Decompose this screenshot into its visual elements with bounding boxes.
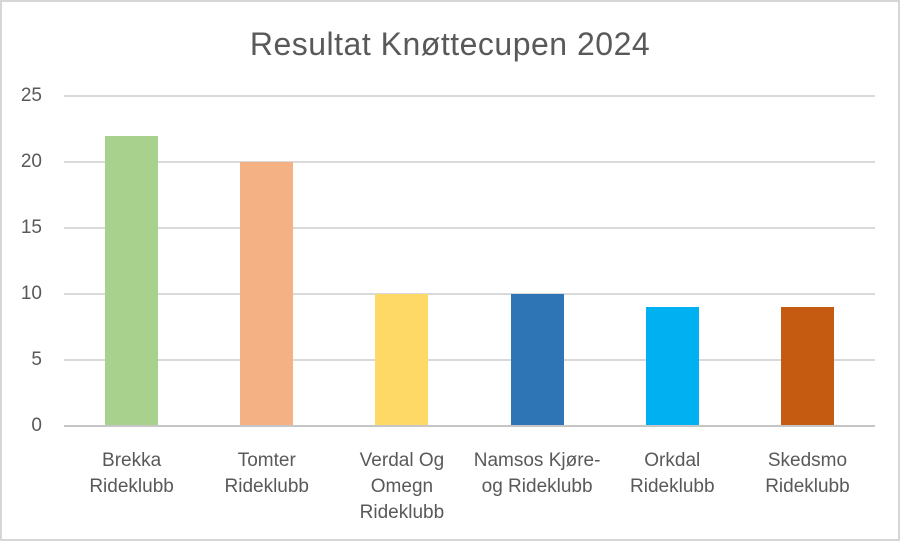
y-axis-label-5: 5 [31,349,42,370]
x-axis-label-line: og Rideklubb [481,476,593,497]
bar-slot-orkdal-rideklubb [605,96,740,426]
gridline-y-15 [64,227,875,229]
x-axis-label-tomter-rideklubb: Tomter Rideklubb [199,448,334,526]
y-axis: 0 5 10 15 20 25 [2,85,42,436]
x-axis-label-line: Rideklubb [89,476,174,497]
x-axis-label-line: Omegn [370,476,434,497]
x-axis-label-line: Tomter [237,450,296,471]
gridline-y-25 [64,95,875,97]
y-axis-label-20: 20 [20,151,42,172]
x-axis-label-namsos-kjore-og-rideklubb: Namsos Kjøre-og Rideklubb [470,448,605,526]
x-axis-label-line: Verdal Og [359,450,445,471]
y-axis-label-25: 25 [20,85,42,106]
x-axis-label-line: Rideklubb [765,476,850,497]
x-axis-label-line: Rideklubb [224,476,310,497]
bar-tomter-rideklubb [240,162,294,426]
bar-orkdal-rideklubb [645,307,699,426]
bars-group [64,96,875,426]
x-axis-label-line: Orkdal [644,450,701,471]
bar-slot-tomter-rideklubb [199,96,334,426]
x-axis: Brekka Rideklubb Tomter Rideklubb Verdal Og O… [64,448,875,526]
y-axis-label-15: 15 [20,217,42,238]
x-axis-label-line: Skedsmo [767,450,848,471]
y-axis-label-0: 0 [31,415,42,436]
bar-slot-namsos-kjore-og-rideklubb [470,96,605,426]
x-axis-label-line: Rideklubb [359,502,445,523]
x-axis-line [64,425,875,427]
plot-area [64,95,875,427]
bar-slot-verdal-og-omegn-rideklubb [334,96,469,426]
bar-brekka-rideklubb [105,135,159,426]
bar-slot-brekka-rideklubb [64,96,199,426]
x-axis-label-orkdal-rideklubb: Orkdal Rideklubb [605,448,740,526]
gridline-y-20 [64,161,875,163]
gridline-y-10 [64,293,875,295]
x-axis-label-line: Namsos Kjøre- [473,450,601,471]
bar-namsos-kjore-og-rideklubb [510,294,564,426]
x-axis-label-line: Rideklubb [630,476,715,497]
x-axis-label-verdal-og-omegn-rideklubb: Verdal Og Omegn Rideklubb [334,448,469,526]
x-axis-label-skedsmo-rideklubb: Skedsmo Rideklubb [740,448,875,526]
gridline-y-5 [64,359,875,361]
bar-verdal-og-omegn-rideklubb [375,294,429,426]
chart-title: Resultat Knøttecupen 2024 [249,26,651,62]
x-axis-label-line: Brekka [102,450,162,471]
x-axis-label-brekka-rideklubb: Brekka Rideklubb [64,448,199,526]
bar-skedsmo-rideklubb [780,307,834,426]
bar-slot-skedsmo-rideklubb [740,96,875,426]
y-axis-label-10: 10 [20,283,42,304]
